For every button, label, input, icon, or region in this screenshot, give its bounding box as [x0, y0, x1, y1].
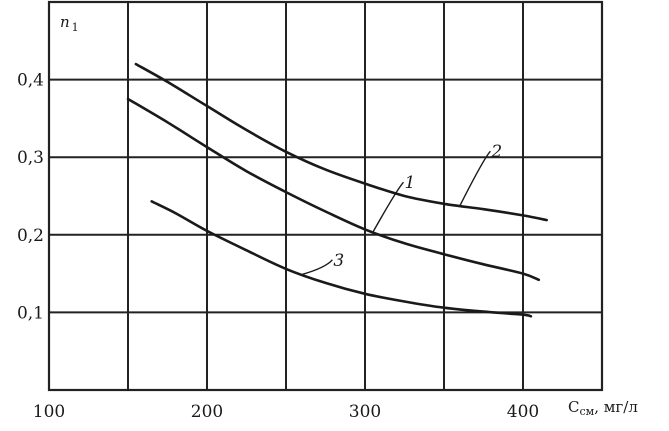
- x-axis-label-main: C: [568, 398, 579, 416]
- series-label-3: 3: [333, 251, 344, 271]
- series-label-2: 2: [490, 142, 502, 162]
- series-line-1: [126, 97, 541, 282]
- grid-layer: [48, 1, 603, 391]
- series-leader-3: [301, 259, 333, 276]
- y-tick-label-0-3: 0,3: [17, 148, 44, 168]
- x-axis-label-unit: , мг/л: [594, 398, 638, 416]
- series-leader-1: [372, 181, 405, 233]
- labels-layer: 1 2 3: [301, 142, 502, 276]
- series-layer: [126, 62, 548, 318]
- series-leader-2: [459, 150, 491, 207]
- y-tick-label-0-2: 0,2: [17, 226, 44, 246]
- x-tick-label-200: 200: [191, 402, 223, 422]
- x-tick-label-400: 400: [507, 402, 539, 422]
- x-axis-label: Cсм, мг/л: [568, 398, 638, 418]
- plot-frame: [47, 0, 604, 392]
- tick-label-layer: 100 200 300 400 0,1 0,2 0,3 0,4: [17, 71, 539, 422]
- series-label-1: 1: [405, 173, 416, 193]
- y-axis-label-main: n: [60, 13, 70, 31]
- x-axis-label-sub: см: [579, 405, 594, 418]
- y-tick-label-0-1: 0,1: [17, 303, 44, 323]
- x-tick-label-300: 300: [349, 402, 381, 422]
- y-tick-label-0-4: 0,4: [17, 71, 44, 91]
- y-axis-label-sub: 1: [72, 21, 79, 34]
- x-tick-label-100: 100: [33, 402, 65, 422]
- series-line-2: [134, 62, 548, 222]
- series-line-3: [150, 200, 533, 318]
